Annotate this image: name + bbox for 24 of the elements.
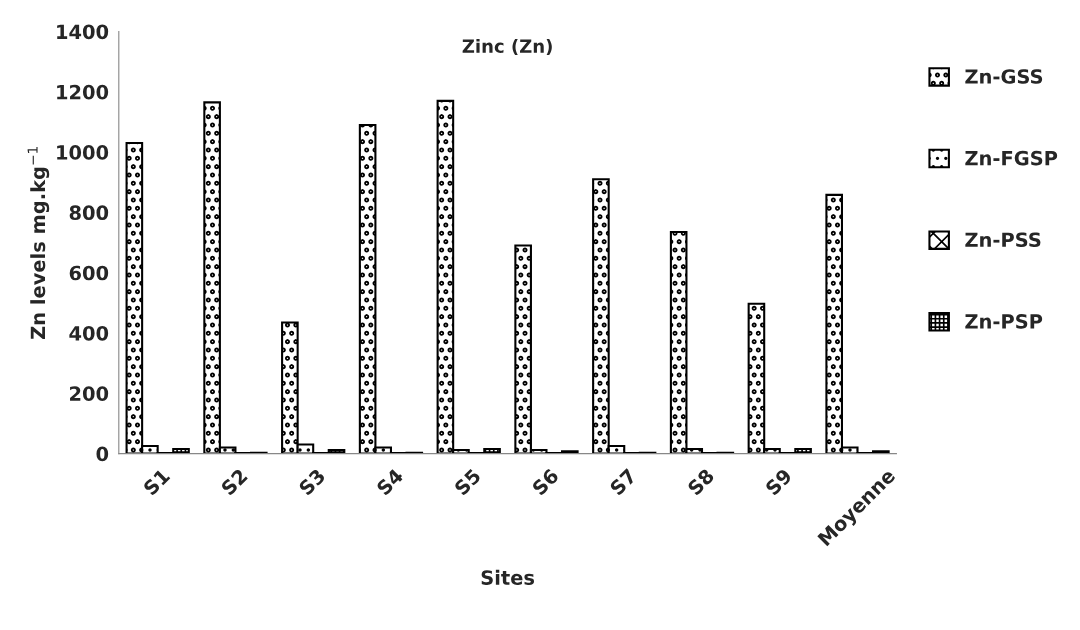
y-tick-label: 600 [69,265,109,281]
chart-title: Zinc (Zn) [462,38,552,56]
legend-label: Zn-FGSP [965,150,1058,166]
x-tick-label: S5 [453,468,482,496]
legend-label: Zn-PSP [965,314,1043,329]
legend-label: Zn-GSS [965,69,1043,84]
x-axis-title: Sites [481,569,535,585]
x-tick-label: S3 [298,468,326,496]
y-tick-label: 200 [70,386,109,401]
x-tick-label: S4 [375,467,405,496]
x-tick-label: S9 [764,467,793,496]
x-tick-label: S2 [220,468,248,496]
y-tick-label: 1000 [57,145,109,160]
legend-label: Zn-PSS [965,232,1041,248]
x-tick-label: S1 [142,467,171,496]
x-tick-label: S7 [609,468,637,496]
x-tick-label: S6 [531,467,560,496]
y-tick-label: 1200 [57,84,109,100]
y-tick-label: 800 [69,205,109,221]
y-axis-title: Zn levels mg.kg$^{−1}$ [27,147,50,339]
x-tick-label: S8 [686,467,715,496]
y-tick-label: 400 [69,325,109,341]
y-tick-label: 0 [96,446,109,462]
y-tick-label: 1400 [57,24,109,40]
